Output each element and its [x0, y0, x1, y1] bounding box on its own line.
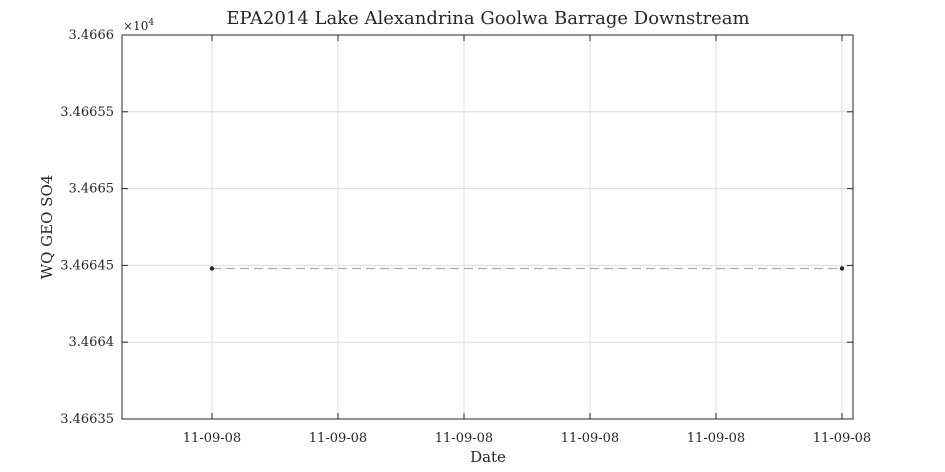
plot-area-frame [121, 34, 854, 420]
y-tick-label: 3.46655 [60, 105, 114, 120]
y-tick-label: 3.46645 [60, 258, 114, 273]
x-tick-label: 11-09-08 [561, 431, 619, 446]
y-axis-multiplier: ×104 [123, 18, 154, 33]
chart-title: EPA2014 Lake Alexandrina Goolwa Barrage … [226, 8, 749, 29]
x-tick-label: 11-09-08 [183, 431, 241, 446]
y-tick-label: 3.4666 [69, 28, 115, 43]
y-axis-label: WQ GEO SO4 [38, 175, 56, 280]
x-tick-label: 11-09-08 [435, 431, 493, 446]
x-tick-label: 11-09-08 [687, 431, 745, 446]
data-point [839, 266, 845, 271]
x-axis-label: Date [470, 448, 506, 466]
ticks: 3.46635 3.4664 3.46645 3.4665 3.46655 3.4666 1… [60, 28, 871, 446]
x-tick-label: 11-09-08 [813, 431, 871, 446]
y-axis-multiplier-base: ×10 [123, 19, 148, 33]
y-axis-multiplier-exponent: 4 [148, 18, 154, 28]
y-tick-label: 3.46635 [60, 412, 114, 427]
y-tick-label: 3.4664 [69, 335, 115, 350]
y-tick-label: 3.4665 [69, 182, 115, 197]
series [209, 266, 845, 271]
x-tick-label: 11-09-08 [309, 431, 367, 446]
grid [122, 34, 853, 420]
data-point [209, 266, 215, 271]
